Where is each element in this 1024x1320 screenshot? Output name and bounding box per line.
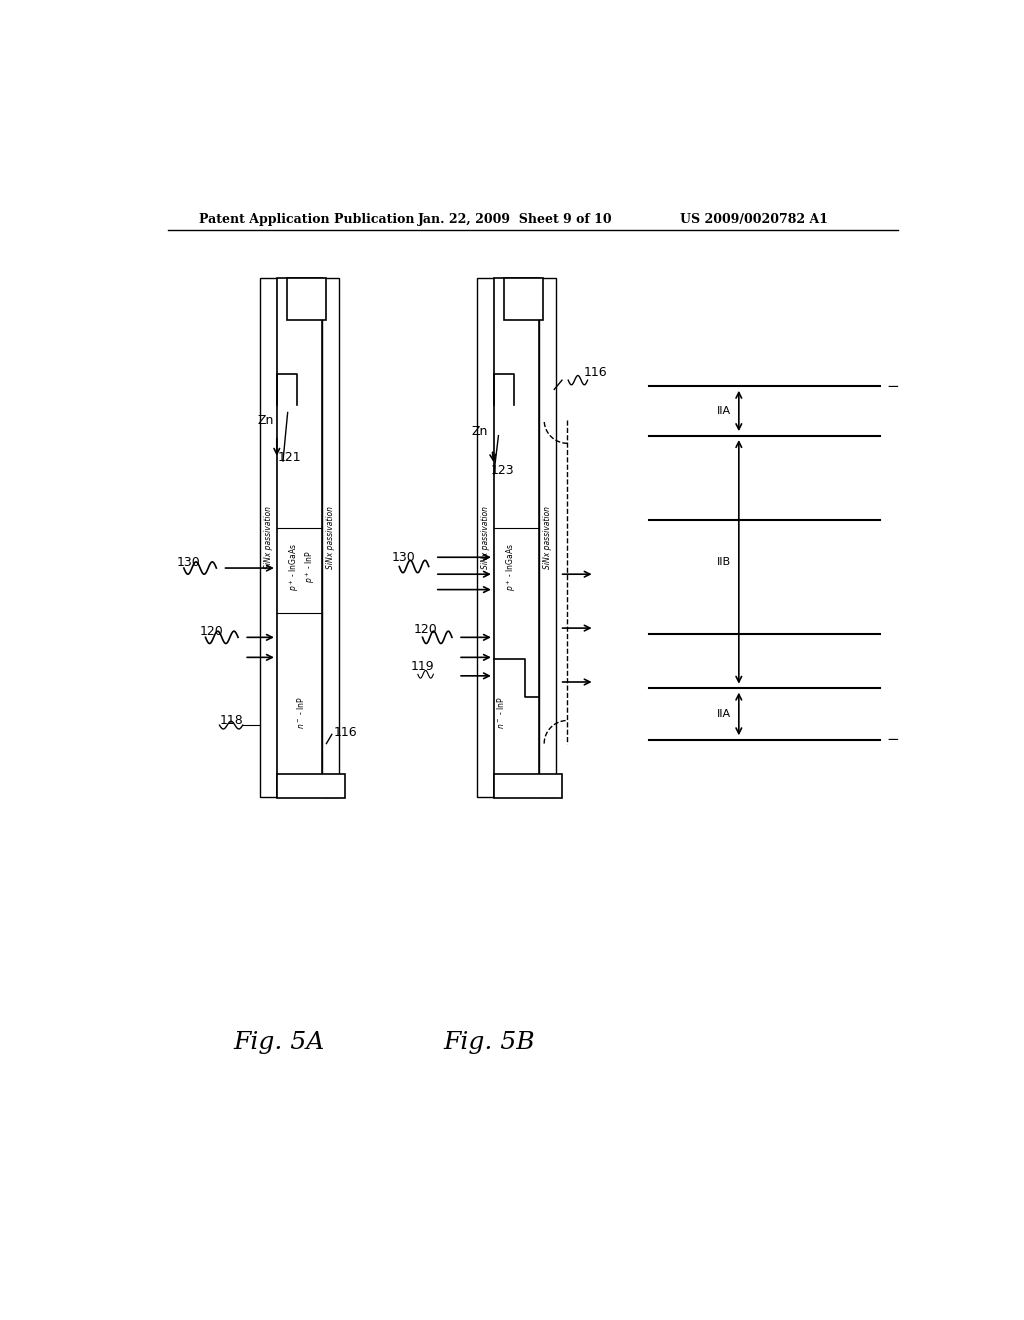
- Text: −: −: [886, 733, 899, 747]
- Text: $p^+$ - InGaAs: $p^+$ - InGaAs: [288, 543, 301, 590]
- Text: −: −: [886, 379, 899, 393]
- Text: 116: 116: [584, 366, 607, 379]
- Text: $p^+$ - InP: $p^+$ - InP: [303, 550, 317, 583]
- Text: 130: 130: [177, 556, 201, 569]
- Bar: [494, 775, 562, 797]
- Text: 120: 120: [414, 623, 437, 636]
- Text: Jan. 22, 2009  Sheet 9 of 10: Jan. 22, 2009 Sheet 9 of 10: [418, 213, 612, 226]
- Bar: [477, 277, 494, 797]
- Text: US 2009/0020782 A1: US 2009/0020782 A1: [680, 213, 827, 226]
- Bar: [322, 277, 339, 797]
- Text: 120: 120: [200, 626, 223, 639]
- Text: Patent Application Publication: Patent Application Publication: [200, 213, 415, 226]
- Text: Zn: Zn: [472, 425, 488, 438]
- Text: IIB: IIB: [717, 557, 731, 566]
- Text: IIA: IIA: [717, 709, 731, 719]
- Text: SiNx passivation: SiNx passivation: [264, 506, 272, 569]
- Text: 116: 116: [334, 726, 357, 739]
- Bar: [539, 277, 556, 797]
- Text: 130: 130: [391, 550, 416, 564]
- Bar: [276, 277, 322, 797]
- Text: 121: 121: [278, 450, 301, 463]
- Text: IIA: IIA: [717, 407, 731, 416]
- Bar: [494, 277, 539, 797]
- Text: 123: 123: [490, 463, 514, 477]
- Text: Fig. 5B: Fig. 5B: [443, 1031, 535, 1055]
- Bar: [504, 277, 543, 321]
- Text: Fig. 5A: Fig. 5A: [233, 1031, 325, 1055]
- Text: 119: 119: [411, 660, 434, 673]
- Text: 118: 118: [219, 714, 244, 727]
- Bar: [287, 277, 326, 321]
- Text: SiNx passivation: SiNx passivation: [326, 506, 335, 569]
- Text: SiNx passivation: SiNx passivation: [543, 506, 552, 569]
- Text: $n^-$ - InP: $n^-$ - InP: [495, 696, 506, 730]
- Bar: [260, 277, 276, 797]
- Text: $p^+$ - InGaAs: $p^+$ - InGaAs: [505, 543, 518, 590]
- Text: $n^-$ - InP: $n^-$ - InP: [295, 696, 305, 730]
- Text: Zn: Zn: [258, 413, 274, 426]
- Bar: [276, 775, 345, 797]
- Text: SiNx passivation: SiNx passivation: [481, 506, 489, 569]
